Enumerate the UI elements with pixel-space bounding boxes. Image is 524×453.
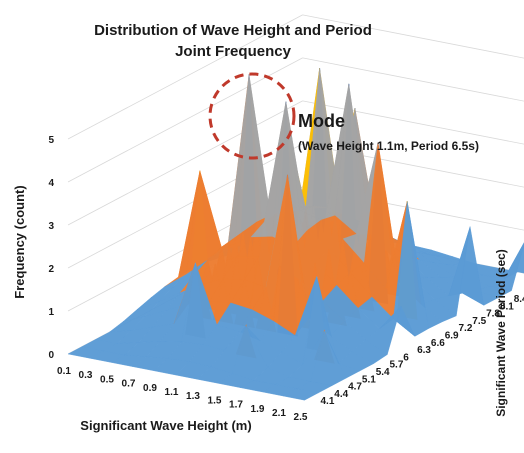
x-tick-label: 0.9: [143, 383, 157, 394]
x-tick-label: 0.5: [100, 374, 114, 385]
gridline: [302, 100, 524, 145]
z-tick-label: 4: [48, 178, 54, 189]
y-tick-label: 4.4: [334, 389, 348, 400]
y-tick-label: 5.7: [390, 360, 404, 371]
z-tick-label: 0: [48, 350, 54, 361]
z-tick-label: 2: [48, 264, 54, 275]
x-tick-label: 1.1: [165, 387, 179, 398]
mode-circle: [208, 72, 296, 160]
mode-title: Mode: [298, 111, 345, 131]
z-axis-label: Frequency (count): [12, 185, 27, 298]
gridline: [302, 57, 524, 102]
gridline: [67, 14, 303, 140]
y-tick-label: 7.5: [472, 316, 486, 327]
gridline: [67, 57, 303, 183]
y-tick-label: 8.1: [500, 301, 514, 312]
x-tick-label: 2.1: [272, 408, 286, 419]
y-tick-label: 6: [403, 352, 409, 363]
mode-text: (Wave Height 1.1m, Period 6.5s): [298, 139, 479, 153]
gridline: [67, 143, 303, 269]
y-tick-label: 7.8: [486, 309, 500, 320]
y-axis-label: Significant Wave Period (sec): [494, 249, 508, 417]
z-tick-label: 1: [48, 307, 54, 318]
x-tick-label: 0.3: [79, 370, 93, 381]
surface-plot: [67, 68, 524, 401]
x-axis-label: Significant Wave Height (m): [80, 418, 251, 433]
y-tick-label: 6.9: [445, 331, 459, 342]
gridline: [302, 14, 524, 59]
y-tick-label: 7.2: [459, 323, 473, 334]
gridline: [67, 100, 303, 226]
surface-cell: [282, 388, 319, 401]
tick-labels: 0 1 2 3 4 5 0.1 0.3 0.5 0.7 0.9 1.1 1.3 1.5 1.7 1.9 2.1 2…: [48, 135, 524, 423]
y-tick-label: 4.7: [348, 382, 362, 393]
chart-title-line2: Joint Frequency: [175, 43, 292, 60]
x-tick-label: 0.7: [122, 379, 136, 390]
x-tick-label: 2.5: [294, 412, 308, 423]
z-tick-label: 3: [48, 221, 54, 232]
y-tick-label: 5.1: [362, 374, 376, 385]
x-tick-label: 1.3: [186, 391, 200, 402]
y-tick-label: 5.4: [376, 367, 390, 378]
y-tick-label: 6.6: [431, 338, 445, 349]
x-tick-label: 1.5: [208, 395, 222, 406]
x-tick-label: 0.1: [57, 366, 71, 377]
y-tick-label: 6.3: [417, 345, 431, 356]
z-tick-label: 5: [48, 135, 54, 146]
y-tick-label: 4.1: [321, 396, 335, 407]
x-tick-label: 1.9: [251, 404, 265, 415]
chart-title-line1: Distribution of Wave Height and Period: [94, 22, 372, 39]
x-tick-label: 1.7: [229, 400, 243, 411]
y-tick-label: 8.4: [514, 294, 524, 305]
